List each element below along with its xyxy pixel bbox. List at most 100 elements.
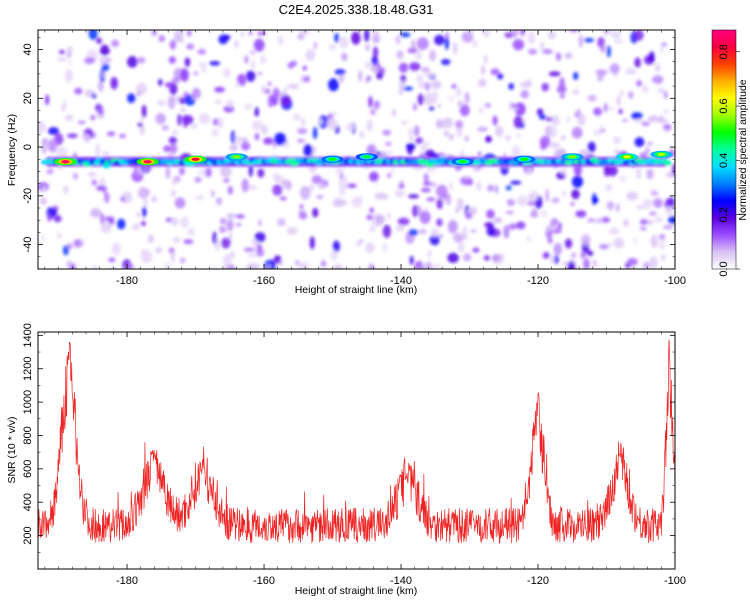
spectrogram-y-tick-label: 0 (22, 144, 34, 150)
noise-blob (106, 131, 116, 137)
noise-blob (299, 30, 310, 35)
noise-blob (136, 212, 141, 217)
snr-y-tick-label: 400 (22, 493, 34, 511)
noise-blob (542, 252, 550, 259)
noise-blob (400, 119, 408, 126)
noise-blob (528, 48, 538, 55)
noise-blob (100, 44, 110, 56)
noise-blob (47, 127, 60, 135)
noise-blob (541, 82, 549, 92)
noise-blob (302, 65, 307, 71)
noise-blob (647, 141, 653, 145)
noise-blob (423, 92, 436, 106)
noise-blob (397, 217, 410, 226)
noise-blob (97, 106, 104, 115)
colorbar-label: Normalized spectral amplitude (737, 79, 749, 220)
noise-blob (157, 78, 163, 86)
noise-blob (526, 166, 532, 175)
noise-blob (332, 264, 343, 269)
hot-spot-core (623, 155, 632, 159)
noise-blob (664, 206, 675, 216)
noise-blob (407, 47, 419, 54)
noise-blob (286, 226, 298, 236)
noise-blob (649, 51, 655, 62)
noise-blob (616, 95, 621, 106)
noise-blob (90, 265, 99, 269)
noise-blob (223, 68, 231, 78)
noise-blob (187, 228, 195, 236)
noise-blob (417, 265, 426, 269)
noise-blob (572, 88, 579, 96)
noise-blob (566, 115, 570, 124)
noise-blob (173, 236, 181, 243)
noise-blob (619, 89, 625, 97)
noise-blob (513, 115, 523, 129)
noise-blob (416, 37, 429, 51)
noise-blob (272, 87, 280, 95)
noise-blob (164, 82, 174, 88)
noise-blob (592, 197, 599, 204)
noise-blob (212, 266, 217, 269)
noise-blob (477, 126, 489, 132)
noise-blob (369, 171, 379, 182)
noise-blob (390, 168, 394, 174)
noise-blob (484, 54, 488, 64)
noise-blob (201, 66, 207, 74)
noise-blob (626, 191, 638, 201)
noise-blob (416, 74, 423, 84)
noise-blob (616, 203, 620, 213)
noise-blob (405, 142, 416, 151)
noise-blob (53, 215, 62, 223)
snr-x-tick-label: -140 (390, 575, 412, 587)
noise-blob (528, 194, 535, 202)
noise-blob (88, 30, 98, 40)
spectrogram-y-tick-label: -20 (22, 188, 34, 204)
noise-blob (663, 118, 669, 124)
noise-blob (111, 241, 121, 256)
noise-blob (256, 243, 263, 251)
noise-blob (125, 263, 135, 269)
spectrogram-y-label: Frequency (Hz) (6, 114, 18, 186)
noise-blob (300, 185, 311, 200)
noise-blob (663, 108, 669, 115)
noise-blob (278, 261, 283, 266)
noise-blob (651, 75, 664, 84)
snr-y-tick-label: 200 (22, 526, 34, 544)
noise-blob (440, 58, 451, 66)
noise-blobs (38, 30, 675, 269)
noise-blob (463, 234, 468, 240)
noise-blob (140, 220, 147, 227)
colorbar-tick-label: 0.2 (718, 207, 730, 222)
noise-blob (662, 225, 674, 230)
noise-blob (382, 224, 391, 238)
noise-blob (553, 242, 563, 256)
noise-blob (662, 124, 672, 130)
noise-blob (519, 81, 532, 89)
noise-blob (478, 78, 487, 87)
noise-blob (136, 171, 142, 177)
noise-blob (409, 62, 421, 71)
noise-blob (418, 228, 427, 234)
noise-blob (442, 117, 454, 129)
noise-blob (316, 194, 324, 200)
noise-blob (44, 94, 50, 106)
noise-blob (646, 168, 654, 180)
noise-blob (415, 137, 424, 145)
noise-blob (413, 125, 420, 137)
noise-blob (161, 125, 169, 131)
noise-blob (168, 247, 175, 254)
noise-blob (72, 172, 78, 180)
snr-x-tick-label: -180 (116, 575, 138, 587)
noise-blob (583, 37, 595, 43)
noise-blob (335, 167, 345, 174)
noise-blob (448, 96, 455, 102)
noise-blob (296, 128, 308, 134)
noise-blob (165, 166, 171, 179)
noise-blob (491, 254, 500, 262)
noise-blob (369, 226, 375, 233)
noise-blob (254, 232, 266, 243)
noise-blob (648, 211, 657, 216)
noise-blob (81, 133, 91, 141)
noise-blob (368, 263, 375, 269)
snr-series-line (38, 339, 675, 545)
